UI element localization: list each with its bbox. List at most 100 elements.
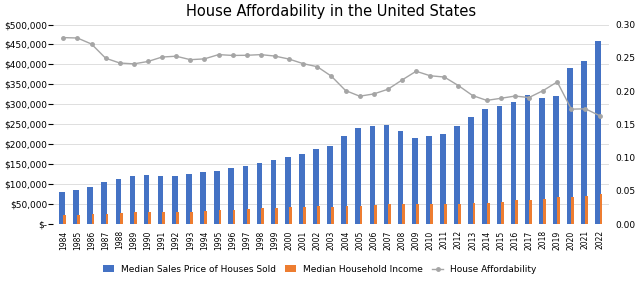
Bar <box>332 207 334 224</box>
House Affordability <box>454 84 462 87</box>
Bar <box>303 207 306 224</box>
Bar <box>275 208 278 224</box>
Bar <box>511 102 516 224</box>
House Affordability <box>426 74 434 78</box>
Bar <box>388 204 390 224</box>
Bar <box>483 109 488 224</box>
House Affordability <box>200 57 208 61</box>
House Affordability <box>102 56 109 60</box>
House Affordability <box>497 97 504 100</box>
Bar <box>115 179 121 224</box>
Bar <box>106 213 108 224</box>
Bar <box>77 215 80 224</box>
Bar <box>271 160 276 224</box>
Bar <box>572 197 574 224</box>
Bar <box>327 146 333 224</box>
Line: House Affordability: House Affordability <box>61 36 602 117</box>
Bar <box>374 205 376 224</box>
House Affordability <box>214 53 222 56</box>
Bar <box>120 213 123 224</box>
House Affordability <box>229 54 237 57</box>
House Affordability <box>257 53 265 56</box>
House Affordability <box>300 62 307 65</box>
Bar <box>383 125 389 224</box>
Bar <box>186 173 192 224</box>
House Affordability <box>74 36 81 40</box>
Bar <box>130 176 135 224</box>
House Affordability <box>328 74 335 78</box>
House Affordability <box>596 114 604 117</box>
Bar <box>176 212 179 224</box>
Bar <box>360 206 362 224</box>
Bar <box>369 126 375 224</box>
House Affordability <box>356 94 364 98</box>
House Affordability <box>483 99 490 102</box>
House Affordability <box>130 62 138 65</box>
Bar <box>214 171 220 224</box>
Bar <box>581 61 587 224</box>
Bar <box>454 126 460 224</box>
Bar <box>162 212 165 224</box>
House Affordability <box>116 61 124 65</box>
House Affordability <box>186 58 194 61</box>
Bar <box>233 210 236 224</box>
Bar <box>341 136 347 224</box>
Bar <box>73 190 79 224</box>
House Affordability <box>370 92 378 96</box>
Bar <box>497 106 502 224</box>
House Affordability <box>243 54 251 57</box>
Bar <box>228 168 234 224</box>
Bar <box>299 154 305 224</box>
House Affordability <box>314 65 321 69</box>
Bar <box>458 204 461 224</box>
Bar <box>346 206 348 224</box>
Bar <box>257 163 262 224</box>
House Affordability <box>158 55 166 59</box>
House Affordability <box>88 42 95 46</box>
House Affordability <box>511 94 519 98</box>
Bar <box>412 138 417 224</box>
Bar <box>529 200 532 224</box>
House Affordability <box>342 89 349 92</box>
House Affordability <box>398 78 406 82</box>
Bar <box>515 201 518 224</box>
House Affordability <box>172 54 180 58</box>
Bar <box>204 211 207 224</box>
Bar <box>172 175 178 224</box>
Bar <box>525 95 531 224</box>
House Affordability <box>60 36 67 39</box>
House Affordability <box>468 94 476 97</box>
Bar <box>486 202 490 224</box>
House Affordability <box>440 75 448 79</box>
Bar <box>59 192 65 224</box>
Bar <box>261 208 264 224</box>
Bar <box>158 176 163 224</box>
Bar <box>92 214 94 224</box>
Bar <box>444 204 447 224</box>
Bar <box>402 204 405 224</box>
Bar <box>468 117 474 224</box>
Bar <box>398 131 403 224</box>
Bar <box>63 215 66 224</box>
Bar <box>595 41 601 224</box>
House Affordability <box>285 58 293 61</box>
House Affordability <box>554 80 561 83</box>
Title: House Affordability in the United States: House Affordability in the United States <box>186 4 477 19</box>
Bar <box>313 149 319 224</box>
Bar <box>500 202 504 224</box>
Bar <box>289 207 292 224</box>
Bar <box>134 212 137 224</box>
Bar <box>567 68 573 224</box>
Legend: Median Sales Price of Houses Sold, Median Household Income, House Affordability: Median Sales Price of Houses Sold, Media… <box>100 261 540 277</box>
Bar <box>87 187 93 224</box>
Bar <box>317 206 320 224</box>
House Affordability <box>540 89 547 92</box>
Bar <box>586 196 588 224</box>
Bar <box>247 209 250 224</box>
House Affordability <box>525 96 533 99</box>
Bar <box>557 197 560 224</box>
Bar <box>426 136 431 224</box>
House Affordability <box>568 107 575 111</box>
Bar <box>285 157 291 224</box>
Bar <box>440 134 445 224</box>
